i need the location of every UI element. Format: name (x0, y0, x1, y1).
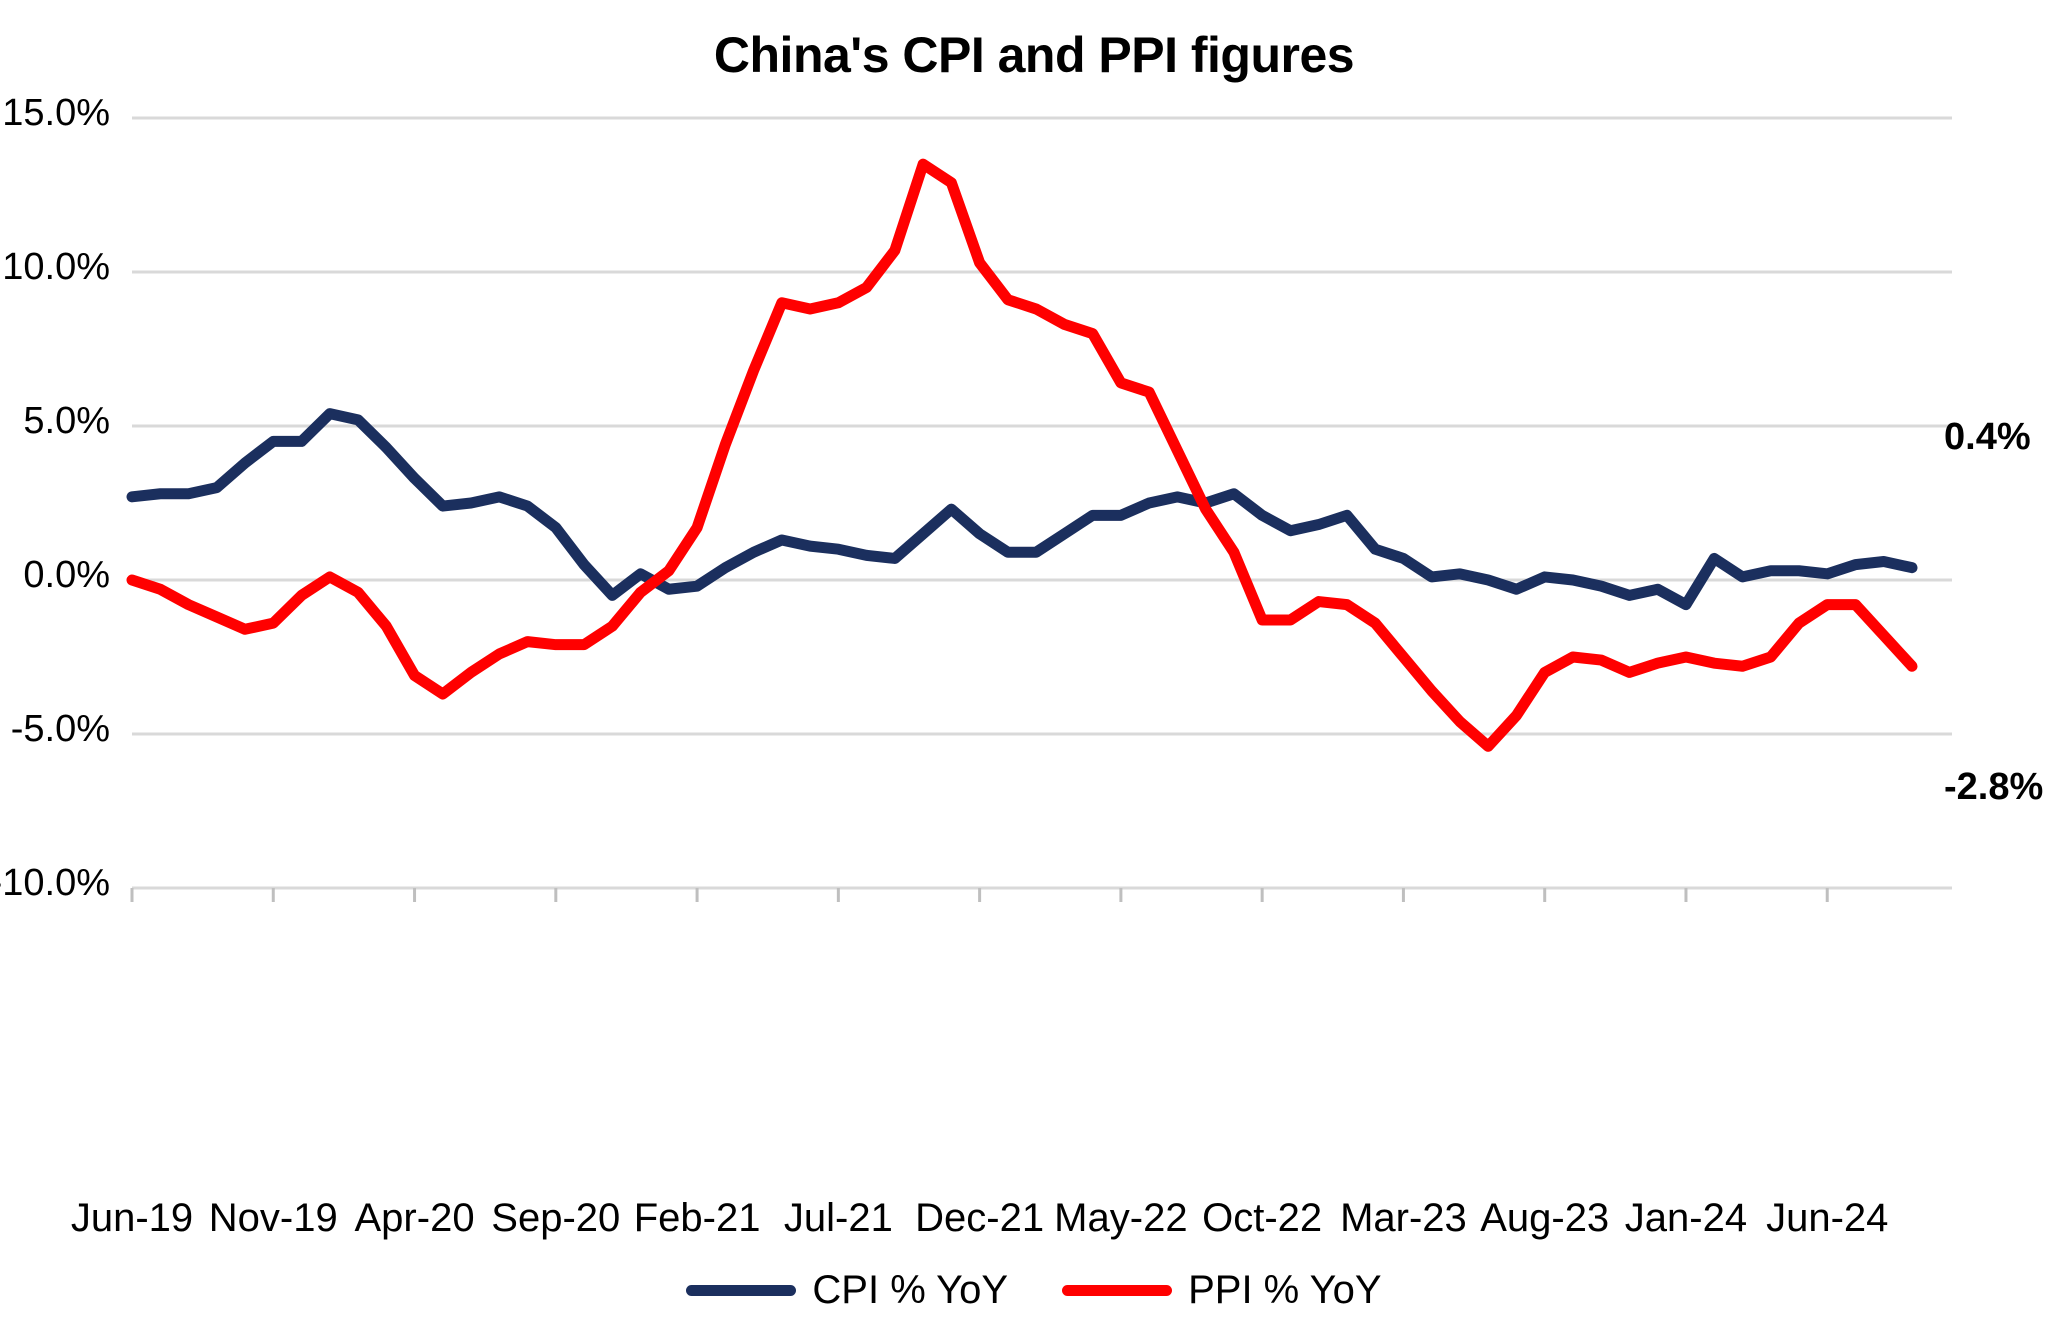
chart-legend: CPI % YoY PPI % YoY (0, 1268, 2068, 1313)
y-axis-tick-label: -5.0% (10, 708, 110, 750)
x-axis-tick-label: Jan-24 (1624, 1196, 1748, 1240)
y-axis-tick-label: 5.0% (23, 400, 110, 442)
chart-title: China's CPI and PPI figures (713, 27, 1355, 83)
x-axis-tick-label: Mar-23 (1340, 1196, 1467, 1240)
y-axis-tick-label: 0.0% (23, 554, 110, 596)
x-axis-tick-label: May-22 (1054, 1196, 1188, 1240)
x-axis-tick-label: Apr-20 (354, 1196, 475, 1240)
x-axis-tick-label: Oct-22 (1202, 1196, 1323, 1240)
legend-line-swatch-icon (686, 1285, 797, 1296)
legend-label: PPI % YoY (1188, 1268, 1382, 1312)
legend-line-swatch-icon (1062, 1285, 1173, 1296)
legend-label: CPI % YoY (812, 1268, 1009, 1312)
y-axis-tick-label: -10.0% (0, 862, 110, 904)
x-axis-tick-label: Jun-19 (70, 1196, 194, 1240)
x-axis-tick-label: Feb-21 (633, 1196, 761, 1240)
x-axis-tick-label: Jun-24 (1766, 1196, 1889, 1240)
y-axis-tick-label: 15.0% (2, 92, 110, 134)
legend-item-ppi[interactable]: PPI % YoY (1062, 1268, 1382, 1313)
end-label-ppi: -2.8% (1944, 766, 2044, 809)
x-axis-tick-label: Dec-21 (915, 1196, 1045, 1240)
y-axis-tick-label: 10.0% (2, 246, 110, 288)
series-line-ppi[interactable] (126, 158, 1918, 752)
series-line-cpi[interactable] (126, 408, 1918, 611)
end-label-cpi: 0.4% (1944, 415, 2031, 458)
x-axis-tick-label: Sep-20 (491, 1196, 621, 1240)
x-axis-tick-label: Nov-19 (208, 1196, 338, 1240)
legend-item-cpi[interactable]: CPI % YoY (686, 1268, 1008, 1313)
x-axis-tick-label: Aug-23 (1480, 1196, 1610, 1240)
x-axis-tick-label: Jul-21 (783, 1196, 893, 1240)
